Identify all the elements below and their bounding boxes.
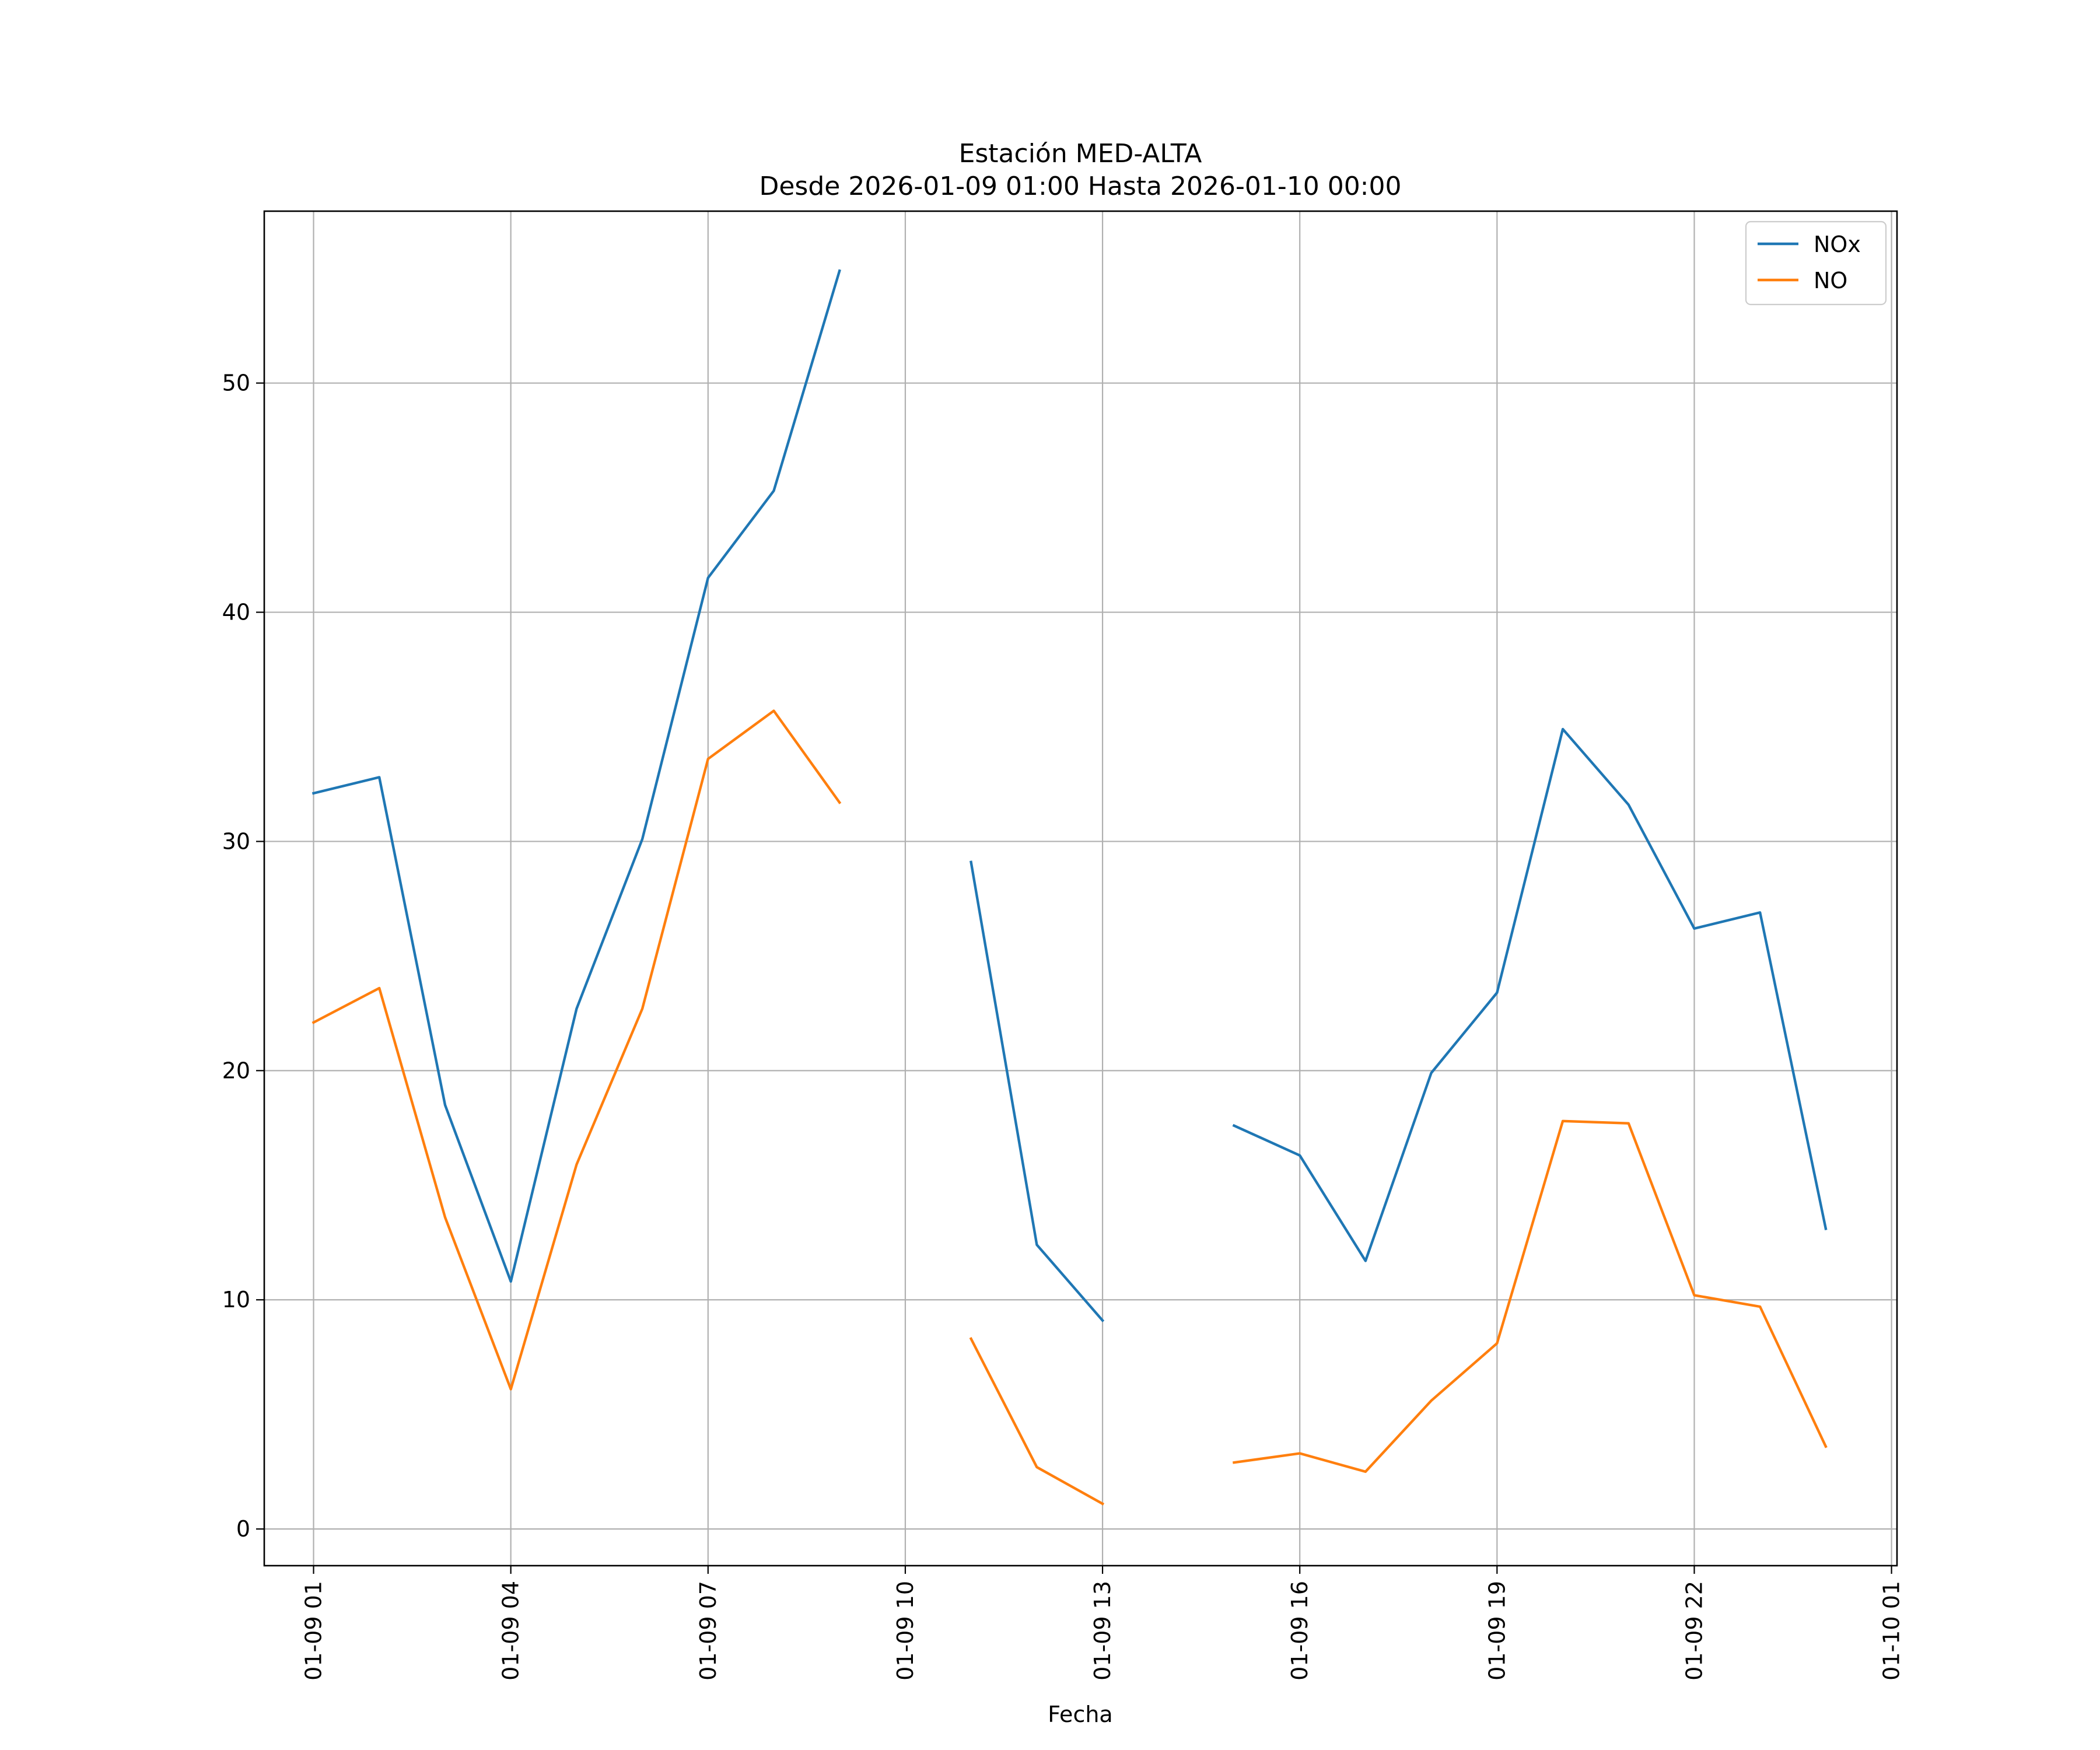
y-tick-label: 20 — [222, 1058, 250, 1083]
x-axis-ticks: 01-09 01 01-09 04 01-09 07 01-09 10 01-09 13… — [301, 1566, 1905, 1681]
y-tick-label: 30 — [222, 828, 250, 854]
plot-frame — [263, 210, 1898, 1567]
x-tick-label: 01-09 19 — [1484, 1581, 1510, 1681]
x-tick-label: 01-09 01 — [301, 1581, 327, 1681]
series-nox — [312, 269, 1828, 1322]
series-no-line-segment — [969, 1337, 1105, 1506]
series-no-line-segment — [1233, 1119, 1828, 1474]
series-lines — [312, 269, 1828, 1506]
x-axis-label: Fecha — [1048, 1702, 1112, 1727]
x-tick-label: 01-09 07 — [695, 1581, 721, 1681]
legend-label-no: NO — [1814, 268, 1847, 293]
series-no-line-segment — [312, 709, 842, 1391]
y-axis-ticks: 0 10 20 30 40 50 — [222, 370, 264, 1542]
series-nox-line-segment — [1232, 727, 1828, 1262]
legend: NOx NO — [1745, 220, 1887, 306]
x-tick-label: 01-10 01 — [1879, 1581, 1905, 1681]
legend-label-nox: NOx — [1814, 232, 1861, 257]
y-tick-label: 50 — [222, 370, 250, 396]
x-tick-label: 01-09 10 — [892, 1581, 918, 1681]
series-nox-line-segment — [312, 269, 841, 1283]
x-tick-label: 01-09 22 — [1681, 1581, 1707, 1681]
y-tick-label: 40 — [222, 600, 250, 625]
x-tick-label: 01-09 04 — [498, 1581, 524, 1681]
grid — [264, 211, 1897, 1566]
series-nox-line-segment — [970, 860, 1105, 1322]
chart-subtitle: Desde 2026-01-09 01:00 Hasta 2026-01-10 … — [759, 172, 1401, 201]
y-tick-label: 10 — [222, 1287, 250, 1312]
chart-title: Estación MED-ALTA — [959, 139, 1202, 169]
x-tick-label: 01-09 13 — [1090, 1581, 1115, 1681]
y-tick-label: 0 — [236, 1516, 250, 1542]
series-no — [312, 709, 1828, 1506]
x-tick-label: 01-09 16 — [1287, 1581, 1312, 1681]
legend-box — [1745, 220, 1887, 306]
